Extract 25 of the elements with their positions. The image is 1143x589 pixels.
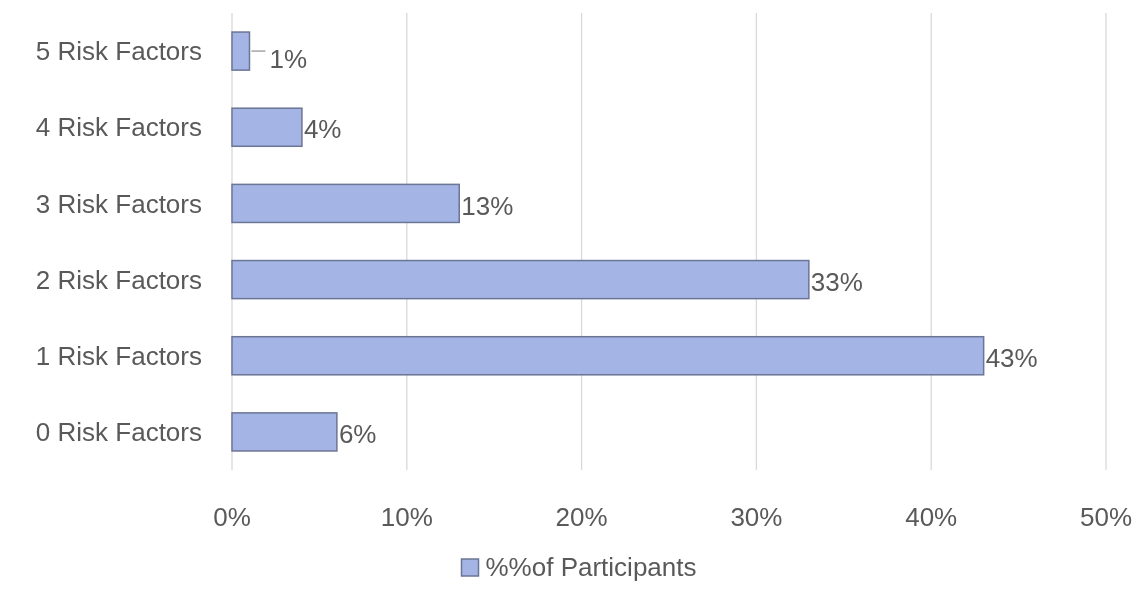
y-tick-label: 0 Risk Factors	[35, 417, 202, 448]
x-tick-label: 50%	[1079, 502, 1133, 532]
bar	[231, 31, 251, 71]
data-label: 1%	[269, 44, 308, 75]
bar	[231, 412, 338, 452]
y-tick-label: 3 Risk Factors	[35, 188, 202, 219]
data-label: 43%	[985, 342, 1038, 373]
data-label: 6%	[338, 419, 377, 450]
x-tick-label: 30%	[730, 502, 783, 532]
bar	[231, 259, 810, 300]
data-label: 13%	[461, 190, 514, 221]
x-tick-label: 40%	[905, 502, 958, 532]
y-tick-label: 4 Risk Factors	[35, 112, 202, 143]
data-label: 4%	[303, 114, 342, 145]
x-tick-label: 10%	[380, 502, 433, 532]
x-tick-label: 20%	[555, 502, 608, 532]
legend-label: %%of Participants	[485, 552, 697, 583]
data-label: 33%	[810, 266, 863, 297]
bar	[231, 183, 460, 224]
y-tick-label: 5 Risk Factors	[35, 36, 202, 67]
x-tick-label: 0%	[213, 502, 251, 532]
y-tick-label: 1 Risk Factors	[35, 340, 202, 371]
bar	[231, 107, 303, 148]
bar	[231, 335, 985, 376]
y-tick-label: 2 Risk Factors	[35, 264, 202, 295]
